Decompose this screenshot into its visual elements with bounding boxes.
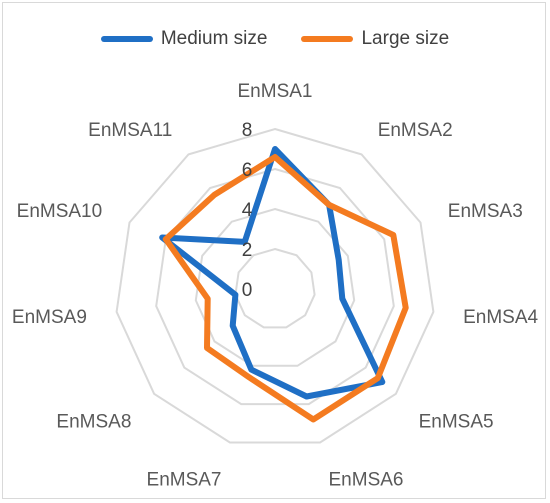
legend-swatch-medium <box>100 36 153 42</box>
chart-frame <box>2 2 546 499</box>
category-label-enmsa9: EnMSA9 <box>12 307 87 328</box>
tick-label-0: 0 <box>242 280 253 301</box>
tick-label-2: 2 <box>242 240 253 261</box>
tick-label-6: 6 <box>242 160 253 181</box>
category-label-enmsa8: EnMSA8 <box>56 411 131 432</box>
series-line-medium <box>159 146 386 400</box>
category-label-enmsa11: EnMSA11 <box>88 120 172 141</box>
category-label-enmsa3: EnMSA3 <box>448 201 523 222</box>
category-label-enmsa7: EnMSA7 <box>147 469 222 490</box>
legend-label-medium: Medium size <box>160 28 268 49</box>
legend: Medium size Large size <box>0 28 550 50</box>
category-label-enmsa4: EnMSA4 <box>463 307 538 328</box>
category-label-enmsa1: EnMSA1 <box>238 81 313 102</box>
legend-label-large: Large size <box>361 28 450 49</box>
grid-ring-4 <box>194 207 356 367</box>
tick-label-8: 8 <box>242 120 253 141</box>
category-label-enmsa2: EnMSA2 <box>378 120 453 141</box>
category-label-enmsa6: EnMSA6 <box>329 469 404 490</box>
grid-ring-2 <box>234 247 316 329</box>
legend-item-medium: Medium size <box>100 28 268 50</box>
grid-ring-8 <box>115 127 435 444</box>
grid-ring-6 <box>155 167 395 406</box>
series-line-large <box>162 154 409 423</box>
category-label-enmsa10: EnMSA10 <box>17 201 103 222</box>
legend-item-large: Large size <box>301 28 449 50</box>
legend-swatch-large <box>301 36 354 42</box>
tick-label-4: 4 <box>242 200 253 221</box>
category-label-enmsa5: EnMSA5 <box>419 411 494 432</box>
